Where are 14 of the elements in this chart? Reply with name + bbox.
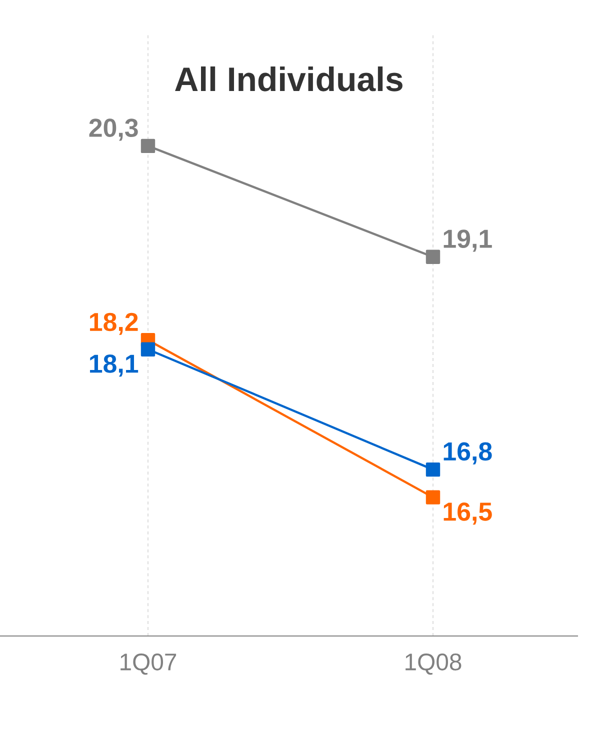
data-label: 16,8 <box>444 442 492 464</box>
data-label: 18,1 <box>90 354 138 377</box>
data-label: 18,2 <box>90 312 138 335</box>
point <box>140 342 156 356</box>
point <box>426 462 440 477</box>
data-label: 20,3 <box>89 118 138 141</box>
x-tick-label: 1Q08 <box>406 654 462 675</box>
data-label: 16,5 <box>444 502 492 525</box>
text: All Individuals <box>175 66 402 92</box>
x-tick-label: 1Q07 <box>120 654 176 675</box>
point <box>426 250 440 264</box>
point <box>426 490 440 504</box>
data-label: 19,1 <box>444 230 492 252</box>
point <box>140 138 156 154</box>
